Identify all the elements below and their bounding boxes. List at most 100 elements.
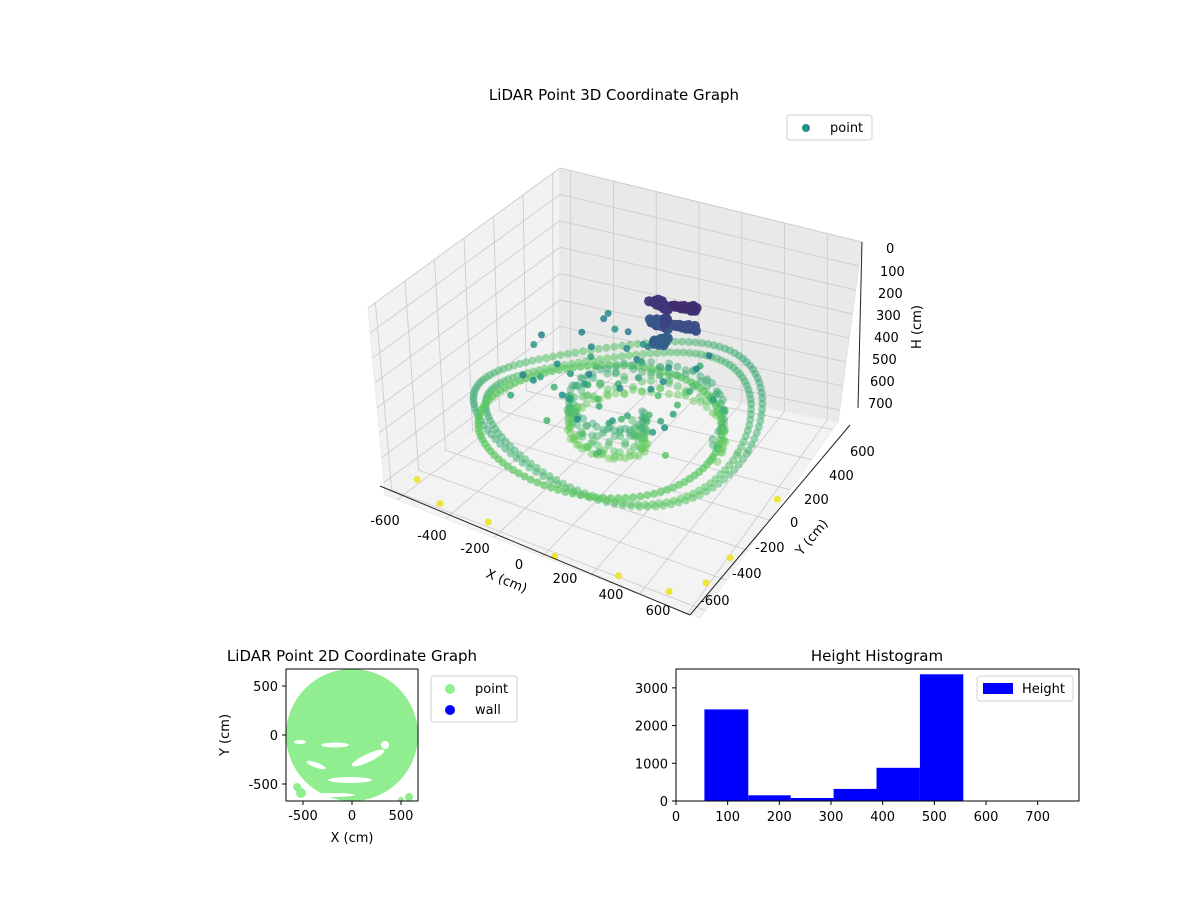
point-marker (629, 365, 638, 374)
point-marker (578, 328, 586, 336)
point-marker (530, 341, 538, 348)
point-marker (578, 374, 587, 383)
point-marker (550, 383, 558, 391)
point-marker (584, 391, 592, 400)
point-marker (587, 353, 595, 361)
y-tick-label: 2000 (635, 720, 668, 735)
grid-line (374, 302, 393, 491)
point-marker (676, 494, 685, 503)
point-marker (553, 360, 561, 368)
point-marker (702, 402, 711, 411)
y-tick-label: 0 (660, 795, 668, 810)
point-marker (639, 340, 647, 348)
x-tick-label: 200 (767, 810, 792, 825)
point-marker (647, 358, 656, 367)
histogram-bar (919, 674, 964, 801)
point-marker (673, 371, 682, 380)
z-tick-label: 500 (872, 353, 897, 368)
point-marker (633, 500, 642, 509)
point-marker (561, 364, 570, 373)
x-tick-label: 700 (1025, 810, 1050, 825)
point-marker (630, 443, 639, 451)
legend-box (786, 114, 873, 141)
point-marker (606, 494, 615, 503)
x-tick-label: 600 (974, 810, 999, 825)
point-marker (617, 352, 626, 361)
histogram-y-ticks: 0 1000 2000 3000 (635, 682, 676, 810)
point-marker (716, 448, 725, 457)
point-marker (653, 349, 662, 357)
legend-2d: point wall (430, 675, 518, 723)
point-marker (580, 380, 588, 388)
point-marker (521, 455, 530, 464)
x-tick-label: 300 (819, 810, 844, 825)
ticks-2d: -500 0 500 -500 0 500 (248, 680, 413, 824)
y-tick-label: 400 (829, 469, 854, 484)
point-marker (708, 455, 717, 464)
point-marker (569, 363, 578, 372)
x-tick-label: 200 (553, 572, 578, 587)
point-marker (612, 368, 621, 377)
point-marker (565, 395, 573, 403)
point-marker (563, 349, 572, 358)
legend-hist: Height (976, 675, 1074, 702)
point-marker (719, 438, 728, 446)
point-marker (585, 370, 593, 378)
point-marker (633, 339, 642, 348)
point-marker (612, 363, 621, 372)
y-axis-label-2d: Y (cm) (218, 714, 233, 757)
point-marker (650, 489, 659, 498)
point-marker (726, 554, 734, 562)
point-marker (620, 375, 629, 384)
grid-line (559, 246, 853, 315)
point-marker (647, 385, 655, 393)
point-marker (649, 428, 657, 436)
point-marker (719, 405, 728, 414)
point-marker (773, 495, 781, 503)
point-marker (648, 500, 657, 509)
histogram-x-ticks: 0 100 200 300 400 500 600 700 (672, 801, 1050, 825)
grid-line (418, 469, 727, 581)
histogram-bar (790, 798, 834, 801)
point-marker (545, 472, 554, 481)
point-marker (599, 425, 608, 434)
point-marker (572, 407, 580, 415)
point-marker (647, 376, 656, 385)
point-marker (436, 500, 444, 507)
point-marker (628, 416, 637, 425)
point-marker (554, 365, 563, 374)
grid-line (434, 259, 447, 451)
point-marker (712, 411, 721, 420)
point-marker (624, 412, 631, 420)
point-marker (616, 425, 625, 434)
point-marker (698, 339, 706, 348)
legend-marker-point (802, 124, 810, 132)
point-marker (695, 486, 704, 495)
point-marker (637, 357, 645, 365)
chart-2d: LiDAR Point 2D Coordinate Graph (218, 647, 518, 846)
point-marker (689, 397, 698, 405)
x-tick-label: 600 (646, 604, 671, 619)
point-marker (630, 431, 639, 440)
point-marker (413, 476, 421, 483)
point-marker (507, 391, 515, 399)
histogram-bar (833, 788, 877, 801)
y-ticks-3d: -600 -400 -200 0 200 400 600 (700, 445, 875, 609)
point-marker (595, 402, 603, 410)
grid-line (559, 167, 863, 243)
point-marker (603, 354, 612, 363)
point-marker (538, 331, 545, 339)
point-marker (539, 468, 547, 477)
histogram-bar (876, 767, 920, 801)
point-marker (583, 492, 592, 501)
point-marker (616, 384, 624, 392)
point-marker (673, 382, 682, 391)
point-marker (669, 496, 678, 505)
z-tick-label: 100 (880, 265, 905, 280)
x-tick-label: 500 (922, 810, 947, 825)
point-marker (666, 348, 675, 357)
point-marker (576, 362, 585, 371)
point-marker (630, 451, 639, 460)
point-marker (611, 325, 619, 333)
